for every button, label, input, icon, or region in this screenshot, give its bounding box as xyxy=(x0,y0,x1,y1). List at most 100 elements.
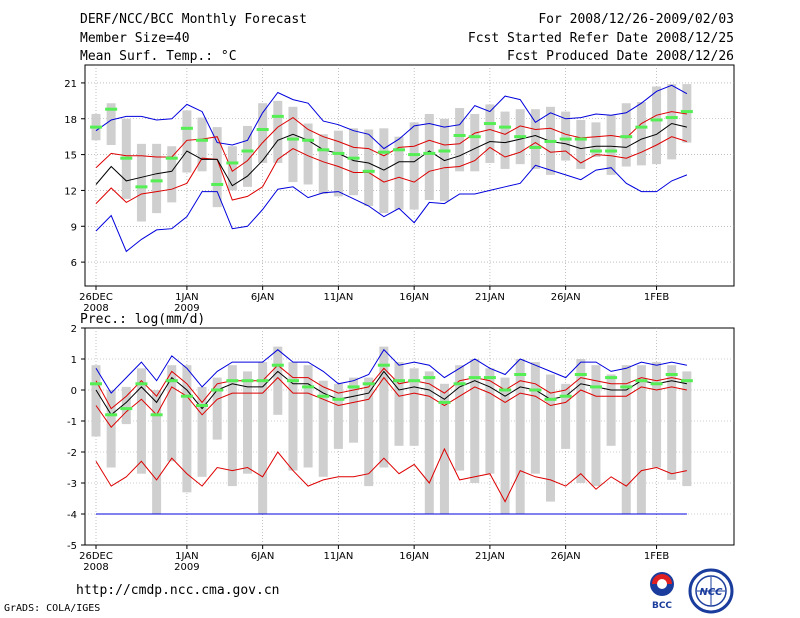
panel-1-range-box xyxy=(546,374,555,502)
member-size: Member Size=40 xyxy=(80,31,190,46)
panel-0-range-box xyxy=(591,122,601,157)
panel-0-range-box xyxy=(364,129,374,206)
panel-0-mean-line xyxy=(95,122,688,187)
panel-1-median-marker xyxy=(483,376,496,380)
panel-1-range-box xyxy=(303,365,313,468)
panel-1-median-marker xyxy=(135,382,148,386)
panel-0-median-marker xyxy=(483,122,496,126)
forecast-period: For 2008/12/26-2009/02/03 xyxy=(538,12,734,27)
panel-1-range-box xyxy=(167,365,177,462)
panel-0-xtick-label: 1FEB xyxy=(644,292,669,303)
panel-0-range-box xyxy=(667,84,677,160)
panel-0-range-box xyxy=(576,119,586,169)
panel-0-range-box xyxy=(303,123,313,185)
panel-0-median-marker xyxy=(120,156,133,160)
panel-0-median-marker xyxy=(438,149,451,153)
panel-1-median-marker xyxy=(559,394,572,398)
panel-1-ytick-label: -4 xyxy=(67,510,77,521)
panel-1-median-marker xyxy=(120,407,133,411)
panel-0-median-marker xyxy=(90,125,102,129)
panel-0-median-marker xyxy=(589,149,602,153)
panel-0-median-marker xyxy=(423,151,436,155)
panel-0-median-marker xyxy=(680,110,693,114)
panel-1-range-box xyxy=(379,346,389,468)
panel-0-range-box xyxy=(409,122,419,210)
panel-1-median-marker xyxy=(332,397,345,401)
panel-1-median-marker xyxy=(423,376,436,380)
panel-1-xtick-label: 1FEB xyxy=(644,551,669,562)
panel-0-range-box xyxy=(485,104,495,163)
panel-1-range-box xyxy=(606,374,616,446)
panel-1-median-marker xyxy=(680,379,693,383)
panel-0-median-marker xyxy=(574,137,587,141)
panel-0-mean-plus-std-line xyxy=(95,111,687,173)
panel-0-ytick-label: 9 xyxy=(71,222,77,233)
bottom-variable-label: Prec.: log(mm/d) xyxy=(80,312,206,327)
panel-1-median-marker xyxy=(241,379,254,383)
panel-0-xtick-sublabel: 2008 xyxy=(83,303,108,314)
panel-0-range-box xyxy=(636,102,646,166)
panel-1-median-marker xyxy=(105,413,118,417)
panel-1-median-marker xyxy=(574,373,587,376)
panel-1-xtick-label: 1JAN xyxy=(175,551,198,562)
panel-1-range-box xyxy=(243,371,252,474)
panel-1-range-box xyxy=(121,386,131,425)
panel-1-median-marker xyxy=(393,379,405,383)
panel-0-ytick-label: 12 xyxy=(64,186,77,197)
panel-1-range-box xyxy=(470,359,480,483)
panel-0-range-box xyxy=(227,146,237,191)
panel-0-median-marker xyxy=(180,126,193,130)
panel-1-median-marker xyxy=(453,382,466,386)
panel-0-range-box xyxy=(621,103,631,167)
panel-0-median-marker xyxy=(393,148,405,152)
panel-1-median-marker xyxy=(408,379,421,383)
panel-0-range-box xyxy=(106,103,116,146)
panel-1-range-box xyxy=(561,383,571,449)
panel-1-range-box xyxy=(424,371,434,514)
panel-0-range-box xyxy=(682,84,692,143)
panel-1-range-box xyxy=(530,362,540,474)
panel-1-median-marker xyxy=(650,382,663,386)
panel-0-xtick-label: 26JAN xyxy=(551,292,581,303)
panel-1-median-marker xyxy=(226,379,239,383)
panel-0-median-marker xyxy=(544,139,557,143)
panel-0-median-marker xyxy=(605,149,618,153)
panel-0-range-box xyxy=(561,111,571,161)
panel-0-frame xyxy=(84,64,735,287)
panel-1-median-marker xyxy=(589,385,602,389)
panel-0-median-marker xyxy=(302,138,315,142)
panel-1-median-marker xyxy=(271,363,284,367)
panel-0-median-marker xyxy=(165,156,178,160)
panel-0-range-box xyxy=(455,108,465,172)
panel-0-range-box xyxy=(167,146,177,203)
panel-0-xtick-label: 11JAN xyxy=(323,292,353,303)
panel-1-median-marker xyxy=(377,363,390,367)
panel-1-median-marker xyxy=(286,379,299,383)
panel-0-median-marker xyxy=(211,182,224,186)
panel-0-median-marker xyxy=(150,179,163,183)
panel-0-median-marker xyxy=(453,133,466,137)
panel-1-median-marker xyxy=(150,413,163,417)
panel-1-range-box xyxy=(455,365,465,471)
footer-url[interactable]: http://cmdp.ncc.cma.gov.cn xyxy=(76,583,280,598)
panel-0-median-marker xyxy=(499,125,512,129)
panel-0-range-box xyxy=(212,127,222,208)
panel-1-range-box xyxy=(591,365,601,487)
panel-1-range-box xyxy=(667,365,677,480)
panel-0-median-marker xyxy=(362,169,375,173)
bcc-logo-icon: BCC xyxy=(640,570,684,611)
panel-0-max-line xyxy=(95,164,688,253)
panel-0-median-marker xyxy=(332,151,345,155)
panel-0-xtick-sublabel: 2009 xyxy=(174,303,199,314)
panel-0-range-box xyxy=(424,113,434,200)
panel-1-median-marker xyxy=(256,379,269,383)
panel-0-range-box xyxy=(652,86,662,165)
panel-1-median-marker xyxy=(499,388,512,392)
panel-1-range-box xyxy=(485,368,495,474)
panel-0-range-box xyxy=(273,100,283,163)
panel-0-range-box xyxy=(258,103,268,163)
panel-0-ytick-label: 18 xyxy=(64,115,77,126)
panel-1-ytick-label: 2 xyxy=(71,324,77,335)
panel-0-range-box xyxy=(500,111,510,169)
panel-0-range-box xyxy=(243,125,252,187)
